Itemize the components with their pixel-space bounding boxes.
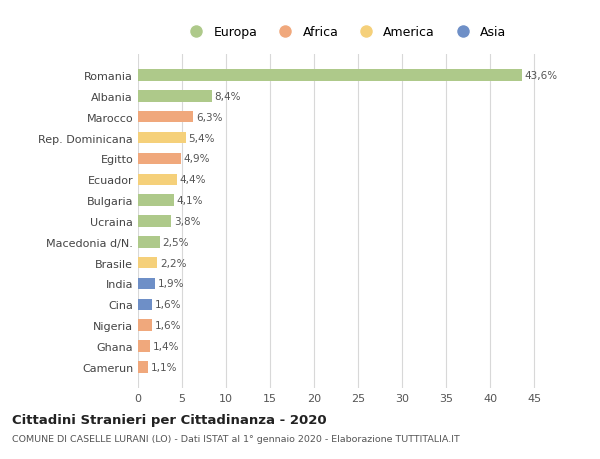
Bar xyxy=(138,278,155,290)
Text: 1,6%: 1,6% xyxy=(155,320,181,330)
Bar xyxy=(138,257,157,269)
Bar xyxy=(138,236,160,248)
Text: 4,1%: 4,1% xyxy=(177,196,203,206)
Bar xyxy=(138,174,177,185)
Bar xyxy=(138,320,152,331)
Bar xyxy=(138,133,185,144)
Bar xyxy=(138,195,174,207)
Text: 4,9%: 4,9% xyxy=(184,154,211,164)
Text: 43,6%: 43,6% xyxy=(524,71,558,81)
Text: 4,4%: 4,4% xyxy=(179,175,206,185)
Text: 1,9%: 1,9% xyxy=(157,279,184,289)
Text: 1,4%: 1,4% xyxy=(153,341,179,351)
Bar xyxy=(138,153,181,165)
Text: 8,4%: 8,4% xyxy=(215,92,241,102)
Bar xyxy=(138,299,152,310)
Text: 1,6%: 1,6% xyxy=(155,300,181,310)
Text: 2,2%: 2,2% xyxy=(160,258,187,268)
Legend: Europa, Africa, America, Asia: Europa, Africa, America, Asia xyxy=(179,22,511,45)
Bar xyxy=(138,216,172,227)
Text: 5,4%: 5,4% xyxy=(188,133,215,143)
Text: 6,3%: 6,3% xyxy=(196,112,223,123)
Bar xyxy=(138,70,522,82)
Text: 1,1%: 1,1% xyxy=(151,362,177,372)
Text: 3,8%: 3,8% xyxy=(174,217,200,226)
Bar xyxy=(138,91,212,102)
Text: Cittadini Stranieri per Cittadinanza - 2020: Cittadini Stranieri per Cittadinanza - 2… xyxy=(12,413,326,426)
Bar xyxy=(138,112,193,123)
Bar xyxy=(138,341,151,352)
Text: 2,5%: 2,5% xyxy=(163,237,189,247)
Bar xyxy=(138,361,148,373)
Text: COMUNE DI CASELLE LURANI (LO) - Dati ISTAT al 1° gennaio 2020 - Elaborazione TUT: COMUNE DI CASELLE LURANI (LO) - Dati IST… xyxy=(12,434,460,443)
